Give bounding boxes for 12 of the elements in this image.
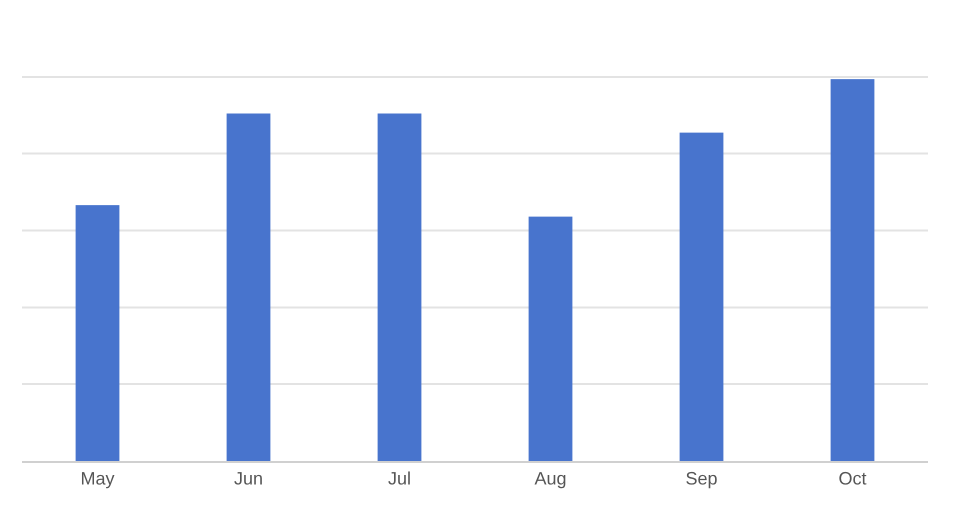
x-tick-label: Sep bbox=[685, 468, 718, 489]
x-tick-label: Oct bbox=[838, 468, 867, 489]
bar bbox=[76, 205, 120, 461]
bar bbox=[378, 114, 422, 461]
x-tick-label: Jul bbox=[388, 468, 412, 489]
bar bbox=[830, 79, 874, 461]
bar bbox=[226, 114, 270, 461]
x-tick-label: Jun bbox=[234, 468, 264, 489]
bar bbox=[680, 132, 724, 461]
x-tick-label: May bbox=[80, 468, 115, 489]
bar bbox=[528, 216, 572, 461]
x-tick-label: Aug bbox=[534, 468, 567, 489]
